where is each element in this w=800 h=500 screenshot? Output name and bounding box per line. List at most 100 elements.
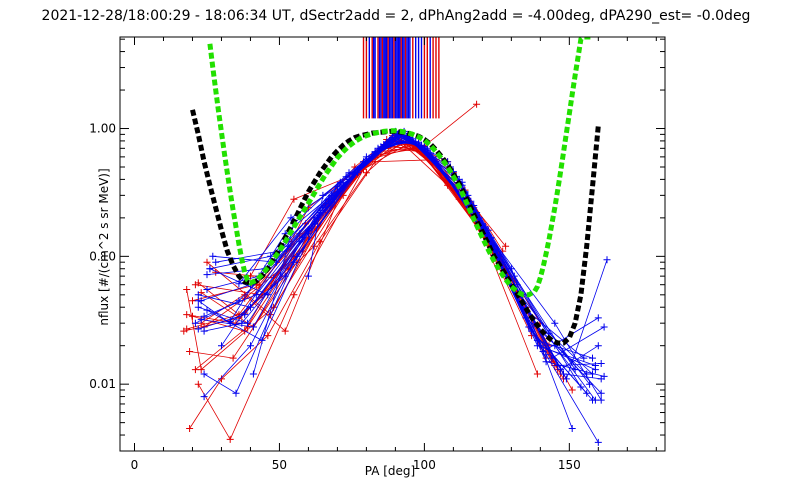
blue-data-point [264, 291, 272, 299]
y-tick-label: 0.10 [89, 249, 116, 263]
blue-data-point [200, 327, 208, 335]
blue-data-point [206, 265, 214, 273]
blue-trace-line [308, 130, 608, 380]
blue-data-point [557, 366, 565, 374]
blue-data-point [203, 271, 211, 279]
blue-data-point [597, 375, 605, 383]
red-data-point [191, 281, 199, 289]
blue-trace-line [201, 139, 596, 366]
red-data-point [194, 279, 202, 287]
axes-group: 0 50 100 150 0.01 0.10 1.00 [89, 37, 665, 472]
red-data-point [183, 311, 191, 319]
red-data-point [281, 327, 289, 335]
blue-data-point [594, 438, 602, 446]
blue-data-point [194, 297, 202, 305]
blue-series-group [191, 127, 611, 446]
red-trace-line [186, 135, 504, 324]
blue-trace-line [209, 140, 593, 375]
blue-data-point [203, 306, 211, 314]
blue-data-point [600, 323, 608, 331]
chart-title: 2021-12-28/18:00:29 - 18:06:34 UT, dSect… [42, 8, 751, 24]
blue-data-point [287, 214, 295, 222]
red-data-point [180, 327, 188, 335]
blue-data-point [194, 325, 202, 333]
red-trace-line [290, 133, 573, 391]
x-tick-label: 50 [272, 458, 287, 472]
blue-trace-line [209, 141, 605, 377]
blue-data-point [247, 303, 254, 311]
blue-data-point [568, 425, 576, 432]
red-data-point [203, 258, 211, 266]
red-data-point [186, 425, 194, 432]
blue-data-point [235, 297, 243, 305]
blue-data-point [252, 291, 260, 299]
blue-data-point [226, 317, 234, 325]
blue-data-point [562, 375, 570, 383]
blue-data-point [249, 323, 257, 331]
blue-data-point [432, 158, 440, 166]
blue-data-point [203, 286, 211, 293]
blue-data-point [194, 303, 202, 311]
y-tick-label: 1.00 [89, 122, 116, 136]
blue-data-point [212, 258, 220, 266]
blue-data-point [200, 370, 208, 378]
red-data-point [194, 380, 202, 388]
red-data-point [226, 435, 234, 443]
blue-data-point [522, 314, 530, 322]
blue-data-point [218, 342, 225, 350]
red-data-point [264, 332, 272, 340]
red-data-point [183, 286, 191, 293]
blue-data-point [290, 258, 298, 266]
x-tick-label: 150 [558, 458, 581, 472]
red-data-point [197, 366, 205, 374]
blue-data-point [589, 354, 596, 362]
blue-trace-line [198, 132, 576, 370]
red-data-point [533, 370, 541, 378]
red-data-point [186, 348, 194, 355]
blue-data-point [597, 389, 605, 397]
red-data-point [362, 169, 370, 177]
blue-data-point [247, 342, 254, 350]
blue-data-point [594, 314, 602, 322]
x-tick-label: 100 [413, 458, 436, 472]
blue-data-point [362, 158, 370, 166]
green-fit-curve [207, 37, 593, 298]
blue-data-point [200, 393, 208, 401]
red-data-point [371, 158, 379, 166]
blue-data-point [603, 256, 611, 264]
red-data-point [229, 354, 237, 362]
red-trace-line [197, 144, 538, 441]
blue-data-point [232, 389, 240, 397]
blue-data-point [191, 319, 199, 327]
red-data-point [255, 281, 263, 289]
blue-data-point [533, 336, 541, 344]
blue-data-point [394, 133, 402, 141]
red-data-point [290, 195, 298, 203]
blue-data-point [594, 342, 602, 350]
green-fit-curve-group [207, 37, 593, 298]
blue-data-point [194, 291, 202, 299]
blue-trace-line [238, 136, 596, 401]
red-data-point [218, 375, 225, 383]
x-tick-label: 0 [131, 458, 139, 472]
red-data-point [290, 291, 298, 299]
plot-frame [119, 36, 666, 452]
blue-data-point [304, 272, 312, 280]
blue-data-point [197, 316, 205, 324]
blue-data-point [591, 396, 599, 404]
blue-data-point [345, 175, 353, 183]
blue-data-point [235, 280, 243, 288]
y-tick-label: 0.01 [89, 377, 116, 391]
blue-data-point [304, 230, 312, 238]
blue-data-point [580, 354, 588, 362]
blue-data-point [597, 360, 605, 367]
x-axis-label: PA [deg] [365, 464, 415, 478]
blue-data-point [548, 354, 556, 362]
red-data-point [473, 100, 481, 108]
vertical-markers-group [362, 37, 440, 119]
blue-trace-line [204, 133, 590, 385]
blue-data-point [313, 214, 321, 222]
blue-data-point [249, 370, 257, 378]
red-data-point [502, 242, 510, 250]
